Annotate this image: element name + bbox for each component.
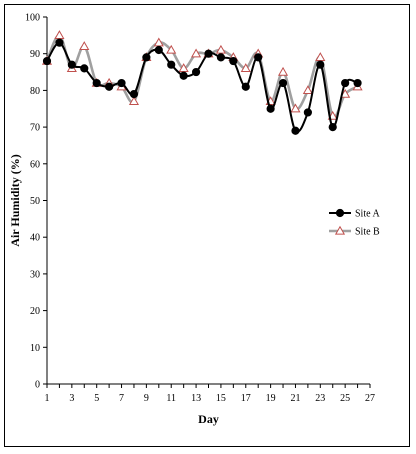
data-point <box>291 126 300 135</box>
data-point <box>241 82 250 91</box>
data-point <box>105 82 114 91</box>
data-point <box>303 108 312 117</box>
x-tick-label: 1 <box>45 393 50 404</box>
y-tick-label: 60 <box>30 159 40 170</box>
data-point <box>178 63 189 73</box>
data-point <box>154 45 163 55</box>
x-tick-label: 19 <box>266 393 276 404</box>
x-axis-title: Day <box>198 412 219 426</box>
data-point <box>80 64 89 73</box>
data-point <box>266 104 275 113</box>
data-point <box>142 53 151 62</box>
data-point <box>55 38 64 47</box>
x-tick-label: 3 <box>69 393 74 404</box>
x-tick-label: 17 <box>241 393 251 404</box>
data-point <box>229 56 238 66</box>
data-point <box>204 49 213 58</box>
data-point <box>240 63 251 73</box>
data-point <box>215 44 226 54</box>
y-tick-label: 20 <box>30 306 40 317</box>
data-point <box>128 96 140 106</box>
x-axis: 1 3 5 7 9 11 13 15 17 19 21 23 25 27 <box>45 383 375 404</box>
data-point <box>117 78 126 88</box>
x-tick-label: 7 <box>119 393 124 404</box>
data-point <box>42 56 52 66</box>
x-tick-label: 23 <box>315 393 325 404</box>
chart-frame: 0 10 20 30 40 50 60 70 80 90 100 1 3 5 7 9 11 13 15 17 19 21… <box>4 4 410 447</box>
data-point <box>153 37 164 47</box>
data-point <box>67 60 76 69</box>
y-axis: 0 10 20 30 40 50 60 70 80 90 100 <box>25 13 48 391</box>
data-point <box>167 60 176 69</box>
legend-marker <box>335 208 345 218</box>
data-point <box>179 71 188 80</box>
data-point <box>191 67 201 77</box>
legend: Site A Site B <box>329 209 381 238</box>
y-tick-label: 40 <box>30 233 40 244</box>
data-point <box>290 103 301 113</box>
series-line <box>46 41 358 133</box>
data-point <box>166 44 177 54</box>
y-tick-label: 10 <box>30 343 40 354</box>
x-tick-label: 5 <box>94 393 99 404</box>
y-tick-label: 90 <box>30 49 40 60</box>
x-tick-label: 15 <box>216 393 226 404</box>
data-point <box>92 78 101 88</box>
y-tick-label: 70 <box>30 123 40 134</box>
data-point <box>79 41 90 51</box>
y-tick-label: 100 <box>25 13 40 24</box>
legend-marker <box>334 225 346 235</box>
legend-item: Site B <box>329 225 380 238</box>
x-tick-label: 25 <box>340 393 350 404</box>
data-point <box>302 85 313 95</box>
y-tick-label: 50 <box>30 196 40 207</box>
legend-label: Site B <box>355 227 380 238</box>
x-tick-label: 9 <box>144 393 149 404</box>
data-point <box>277 66 289 76</box>
y-axis-title: Air Humidity (%) <box>8 154 22 246</box>
data-point <box>316 60 325 69</box>
series-site-a <box>42 38 362 135</box>
data-point <box>54 30 65 39</box>
data-point <box>129 89 139 99</box>
y-tick-label: 30 <box>30 269 40 280</box>
data-point <box>278 78 288 88</box>
data-point <box>254 53 263 62</box>
legend-item: Site A <box>329 209 381 220</box>
data-point <box>216 53 226 62</box>
data-point <box>328 123 337 132</box>
x-tick-label: 27 <box>365 393 375 404</box>
y-tick-label: 0 <box>35 380 40 391</box>
data-point <box>341 78 350 88</box>
series-layer <box>41 30 363 135</box>
data-point <box>191 48 202 58</box>
y-tick-label: 80 <box>30 86 40 97</box>
data-point <box>353 78 362 88</box>
x-tick-label: 21 <box>290 393 300 404</box>
data-point <box>315 52 326 62</box>
x-tick-label: 11 <box>166 393 176 404</box>
legend-label: Site A <box>355 209 381 220</box>
x-tick-label: 13 <box>191 393 201 404</box>
series-line <box>45 34 359 119</box>
